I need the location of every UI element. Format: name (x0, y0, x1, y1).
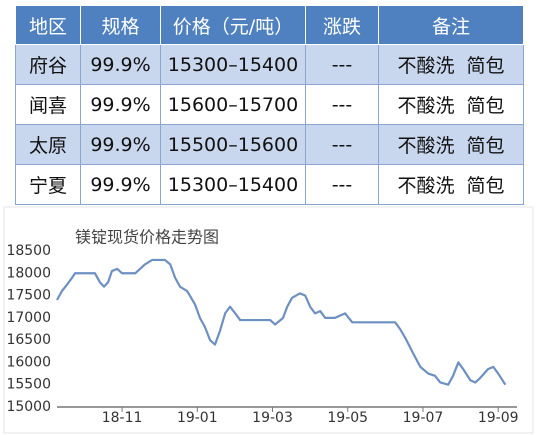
y-tick-label: 18500 (6, 243, 51, 259)
table-cell: 99.9% (80, 164, 161, 205)
table-row: 太原 99.9% 15500–15600 --- 不酸洗 简包 (15, 124, 524, 165)
y-tick-label: 18000 (6, 265, 51, 281)
x-tick-label: 19-09 (478, 410, 519, 426)
table-cell: 府谷 (15, 44, 81, 85)
y-tick-label: 16000 (6, 354, 51, 370)
chart-title: 镁锭现货价格走势图 (75, 228, 219, 247)
table-cell: 不酸洗 简包 (378, 164, 524, 205)
header-cell: 规格 (80, 5, 161, 45)
table-cell: 15300–15400 (160, 44, 306, 85)
x-tick-label: 19-07 (403, 410, 444, 426)
table-row: 宁夏 99.9% 15300–15400 --- 不酸洗 简包 (15, 164, 524, 205)
price-table: 地区 规格 价格（元/吨） 涨跌 备注 府谷 99.9% 15300–15400 --- 不酸洗… (15, 5, 524, 205)
y-tick-label: 17000 (6, 310, 51, 326)
x-tick-label: 19-03 (252, 410, 293, 426)
header-cell: 备注 (378, 5, 524, 45)
table-cell: 太原 (15, 124, 81, 165)
table-cell: --- (305, 124, 379, 165)
table-cell: 15300–15400 (160, 164, 306, 205)
x-tick-label: 18-11 (102, 410, 143, 426)
chart: 镁锭现货价格走势图 15000 15500 16000 16500 17000 17500… (3, 206, 534, 434)
table-cell: 99.9% (80, 44, 161, 85)
x-tick-label: 19-05 (327, 410, 368, 426)
table-row: 府谷 99.9% 15300–15400 --- 不酸洗 简包 (15, 44, 524, 85)
table-cell: 闻喜 (15, 84, 81, 125)
y-tick-label: 15000 (6, 399, 51, 415)
chart-border (3, 206, 534, 434)
table-cell: 不酸洗 简包 (378, 44, 524, 85)
y-tick-label: 15500 (6, 377, 51, 393)
table-cell: 15500–15600 (160, 124, 306, 165)
table-cell: 99.9% (80, 84, 161, 125)
table-body: 府谷 99.9% 15300–15400 --- 不酸洗 简包 闻喜 99.9% 15600–… (15, 44, 524, 205)
table-cell: --- (305, 84, 379, 125)
table-cell: 不酸洗 简包 (378, 124, 524, 165)
table-cell: 99.9% (80, 124, 161, 165)
header-row: 地区 规格 价格（元/吨） 涨跌 备注 (15, 5, 524, 45)
x-tick-label: 19-01 (177, 410, 218, 426)
table-cell: 不酸洗 简包 (378, 84, 524, 125)
y-tick-label: 17500 (6, 288, 51, 304)
y-tick-label: 16500 (6, 332, 51, 348)
line-series (56, 258, 507, 386)
header-cell: 地区 (15, 5, 81, 45)
header-cell: 价格（元/吨） (160, 5, 306, 45)
table-cell: 宁夏 (15, 164, 81, 205)
table-cell: 15600–15700 (160, 84, 306, 125)
header-cell: 涨跌 (305, 5, 379, 45)
table-cell: --- (305, 44, 379, 85)
table-row: 闻喜 99.9% 15600–15700 --- 不酸洗 简包 (15, 84, 524, 125)
table-cell: --- (305, 164, 379, 205)
